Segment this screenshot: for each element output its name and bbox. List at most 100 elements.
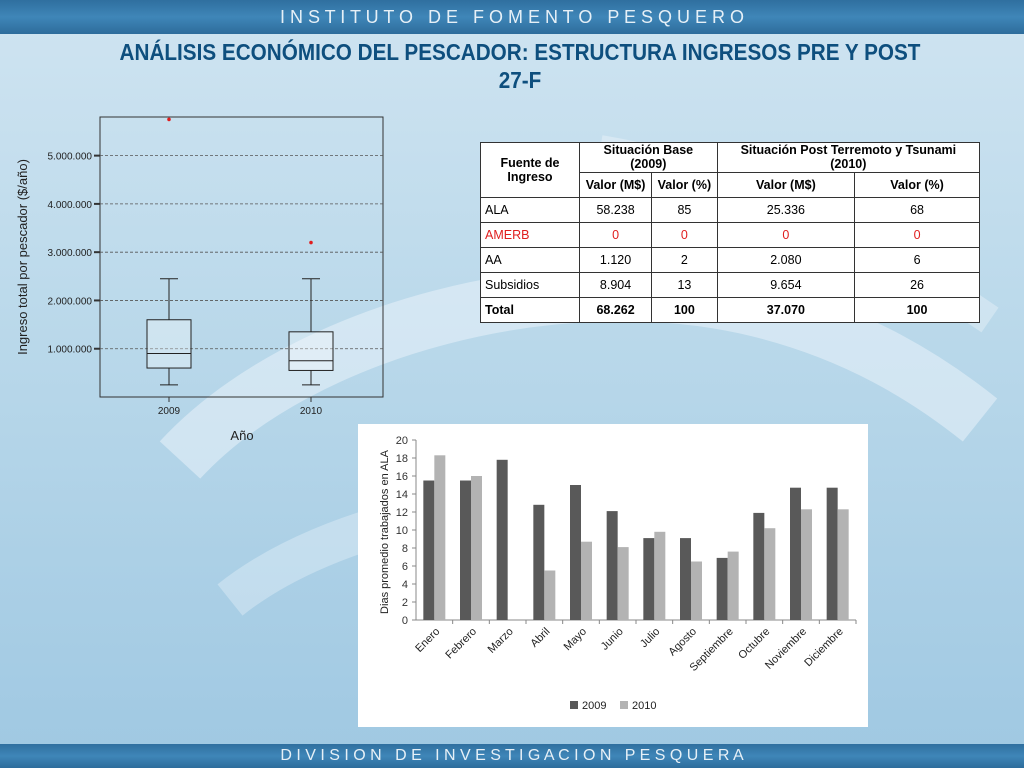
bar-2009 (643, 538, 655, 620)
bar-2009 (423, 480, 435, 620)
y-tick-label: 6 (402, 561, 408, 573)
income-table: Fuente de Ingreso Situación Base (2009) … (480, 142, 981, 323)
cell-fuente: Subsidios (480, 272, 580, 298)
x-tick-label: 2009 (158, 406, 181, 417)
bar-2009 (460, 480, 471, 620)
bar-2009 (716, 557, 728, 620)
bar-2009 (496, 459, 508, 620)
col-valor-m-2009: Valor (M$) (578, 171, 653, 199)
cell-value: 100 (854, 297, 980, 323)
outlier-point (167, 117, 171, 122)
y-tick-label: 4.000.000 (48, 200, 93, 211)
bar-2009 (570, 485, 581, 620)
cell-value: 68 (854, 197, 980, 223)
bar-2010 (764, 528, 776, 620)
legend-swatch-2009 (570, 701, 578, 709)
header-fuente: Fuente de Ingreso (480, 142, 580, 198)
title-line-2: 27-F (498, 67, 542, 93)
cell-value: 100 (651, 297, 718, 323)
table-row: ALA 58.238 85 25.336 68 (480, 197, 980, 223)
x-tick-label: Junio (599, 626, 626, 653)
cell-value: 58.238 (578, 197, 653, 223)
table-row: Subsidios 8.904 13 9.654 26 (480, 272, 980, 298)
x-tick-label: Enero (413, 626, 442, 655)
bar-2009 (680, 538, 691, 620)
y-tick-label: 14 (396, 489, 408, 501)
days-bar-chart: 0 2 4 6 8 10 12 14 16 18 20 Enero Febrero Marzo Abril M… (379, 435, 857, 712)
cell-fuente: AA (480, 247, 580, 273)
x-tick-label: Marzo (486, 626, 516, 656)
header-post: Situación Post Terremoto y Tsunami (2010… (716, 142, 981, 173)
bar-2009 (533, 504, 545, 620)
title-line-1: ANÁLISIS ECONÓMICO DEL PESCADOR: ESTRUCT… (119, 39, 921, 65)
cell-value: 0 (854, 222, 980, 248)
col-valor-pct-2010: Valor (%) (854, 171, 980, 199)
x-tick-label: Julio (638, 626, 662, 650)
cell-value: 6 (854, 247, 980, 273)
cell-value: 0 (578, 222, 653, 248)
table-row: AMERB 0 0 0 0 (480, 222, 980, 248)
y-tick-label: 20 (396, 435, 408, 447)
y-tick-label: 10 (396, 525, 408, 537)
bar-chart-panel: 0 2 4 6 8 10 12 14 16 18 20 Enero Febrero Marzo Abril M… (358, 424, 868, 727)
col-valor-m-2010: Valor (M$) (716, 171, 856, 199)
cell-value: 0 (651, 222, 718, 248)
cell-value: 9.654 (716, 272, 856, 298)
outlier-point (309, 240, 313, 245)
bar-2010 (727, 551, 739, 620)
cell-fuente: ALA (480, 197, 580, 223)
x-tick-label: Abril (528, 626, 552, 650)
bar-2010 (617, 547, 629, 620)
bar-2009 (753, 512, 765, 620)
y-tick-label: 3.000.000 (48, 248, 93, 259)
y-axis-label: Ingreso total por pescador ($/año) (15, 159, 30, 355)
legend-swatch-2010 (620, 701, 628, 709)
y-tick-label: 16 (396, 471, 408, 483)
header-banner: I N S T I T U T O D E F O M E N T O P E … (0, 0, 1024, 34)
cell-value: 37.070 (716, 297, 856, 323)
x-tick-label: Mayo (562, 626, 590, 654)
legend-label-2010: 2010 (632, 700, 656, 712)
cell-value: 0 (716, 222, 856, 248)
cell-value: 8.904 (578, 272, 653, 298)
cell-value: 26 (854, 272, 980, 298)
y-tick-label: 1.000.000 (48, 345, 93, 356)
footer-banner: D I V I S I O N D E I N V E S T I G A C … (0, 744, 1024, 768)
x-tick-label: Agosto (666, 626, 699, 659)
cell-value: 85 (651, 197, 718, 223)
cell-value: 2.080 (716, 247, 856, 273)
cell-value: 13 (651, 272, 718, 298)
col-valor-pct-2009: Valor (%) (651, 171, 718, 199)
y-tick-label: 4 (402, 579, 408, 591)
bar-2010 (654, 531, 666, 620)
y-axis-label: Dias promedio trabajados en ALA (379, 449, 391, 614)
bar-2010 (544, 570, 556, 620)
x-tick-label: Diciembre (802, 626, 845, 669)
y-tick-label: 5.000.000 (48, 152, 93, 163)
cell-value: 68.262 (578, 297, 653, 323)
page-title: ANÁLISIS ECONÓMICO DEL PESCADOR: ESTRUCT… (106, 38, 934, 94)
bar-2010 (837, 509, 849, 620)
x-axis-label: Año (230, 428, 253, 443)
bar-2009 (826, 487, 838, 620)
plot-frame (99, 116, 384, 398)
y-tick-label: 8 (402, 543, 408, 555)
x-tick-label: 2010 (300, 406, 323, 417)
x-tick-label: Octubre (736, 626, 772, 662)
cell-value: 2 (651, 247, 718, 273)
bar-2009 (606, 511, 618, 620)
bar-2009 (790, 487, 801, 620)
box (146, 319, 192, 369)
bar-2010 (691, 561, 702, 620)
bar-2010 (801, 509, 812, 620)
table-row-total: Total 68.262 100 37.070 100 (480, 297, 980, 323)
cell-value: 25.336 (716, 197, 856, 223)
y-tick-label: 18 (396, 453, 408, 465)
box (288, 331, 334, 371)
bar-2010 (434, 455, 446, 620)
header-base: Situación Base (2009) (579, 142, 718, 173)
table-row: AA 1.120 2 2.080 6 (480, 247, 980, 273)
y-tick-label: 2 (402, 597, 408, 609)
legend-label-2009: 2009 (582, 700, 606, 712)
x-tick-label: Febrero (443, 626, 479, 662)
